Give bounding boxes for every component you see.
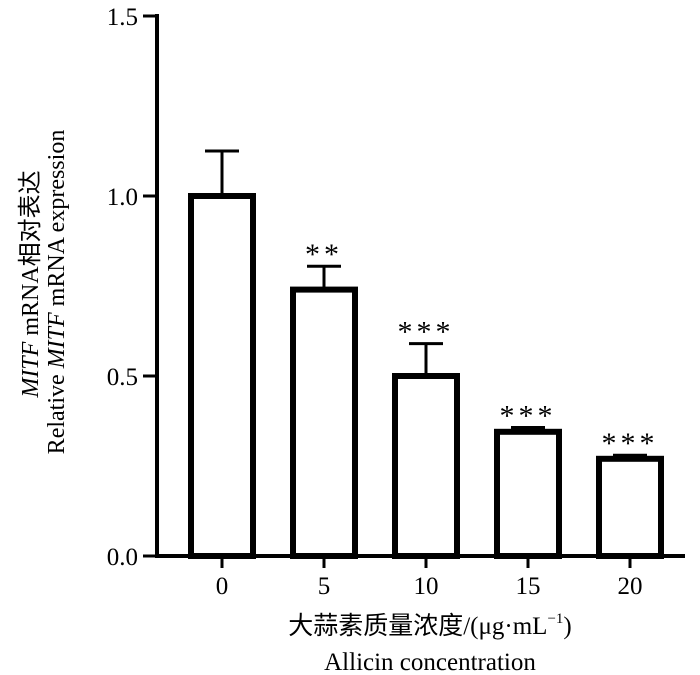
bar xyxy=(290,286,358,559)
x-tick-label: 20 xyxy=(618,573,643,600)
y-axis-title-line2: Relative MITF mRNA expression xyxy=(44,130,70,455)
x-axis-title-cn: 大蒜素质量浓度/(μg·mL−1) xyxy=(288,611,572,640)
y-ticks-layer: 0.0 0.5 1.0 1.5 xyxy=(107,4,157,571)
x-tick-label: 10 xyxy=(414,573,439,600)
bar xyxy=(188,193,256,559)
y-axis-title-line1: MITF mRNA相对表达 xyxy=(17,170,44,398)
y-tick-label: 1.0 xyxy=(107,184,138,211)
x-ticks-layer: 0 5 10 15 20 xyxy=(216,556,643,600)
x-tick-label: 5 xyxy=(318,573,331,600)
bar xyxy=(494,428,562,559)
significance-label: *** xyxy=(398,316,455,349)
error-bars-layer xyxy=(205,149,647,459)
y-tick-label: 0.5 xyxy=(107,364,138,391)
bar xyxy=(596,455,664,559)
significance-layer: *********** xyxy=(305,238,659,460)
significance-label: *** xyxy=(500,399,557,432)
x-tick-label: 15 xyxy=(516,573,541,600)
y-tick-label: 1.5 xyxy=(107,4,138,31)
x-axis-title-en: Allicin concentration xyxy=(324,649,536,675)
bar xyxy=(392,373,460,559)
significance-label: ** xyxy=(305,238,343,271)
x-tick-label: 0 xyxy=(216,573,229,600)
y-tick-label: 0.0 xyxy=(107,544,138,571)
significance-label: *** xyxy=(602,427,659,460)
